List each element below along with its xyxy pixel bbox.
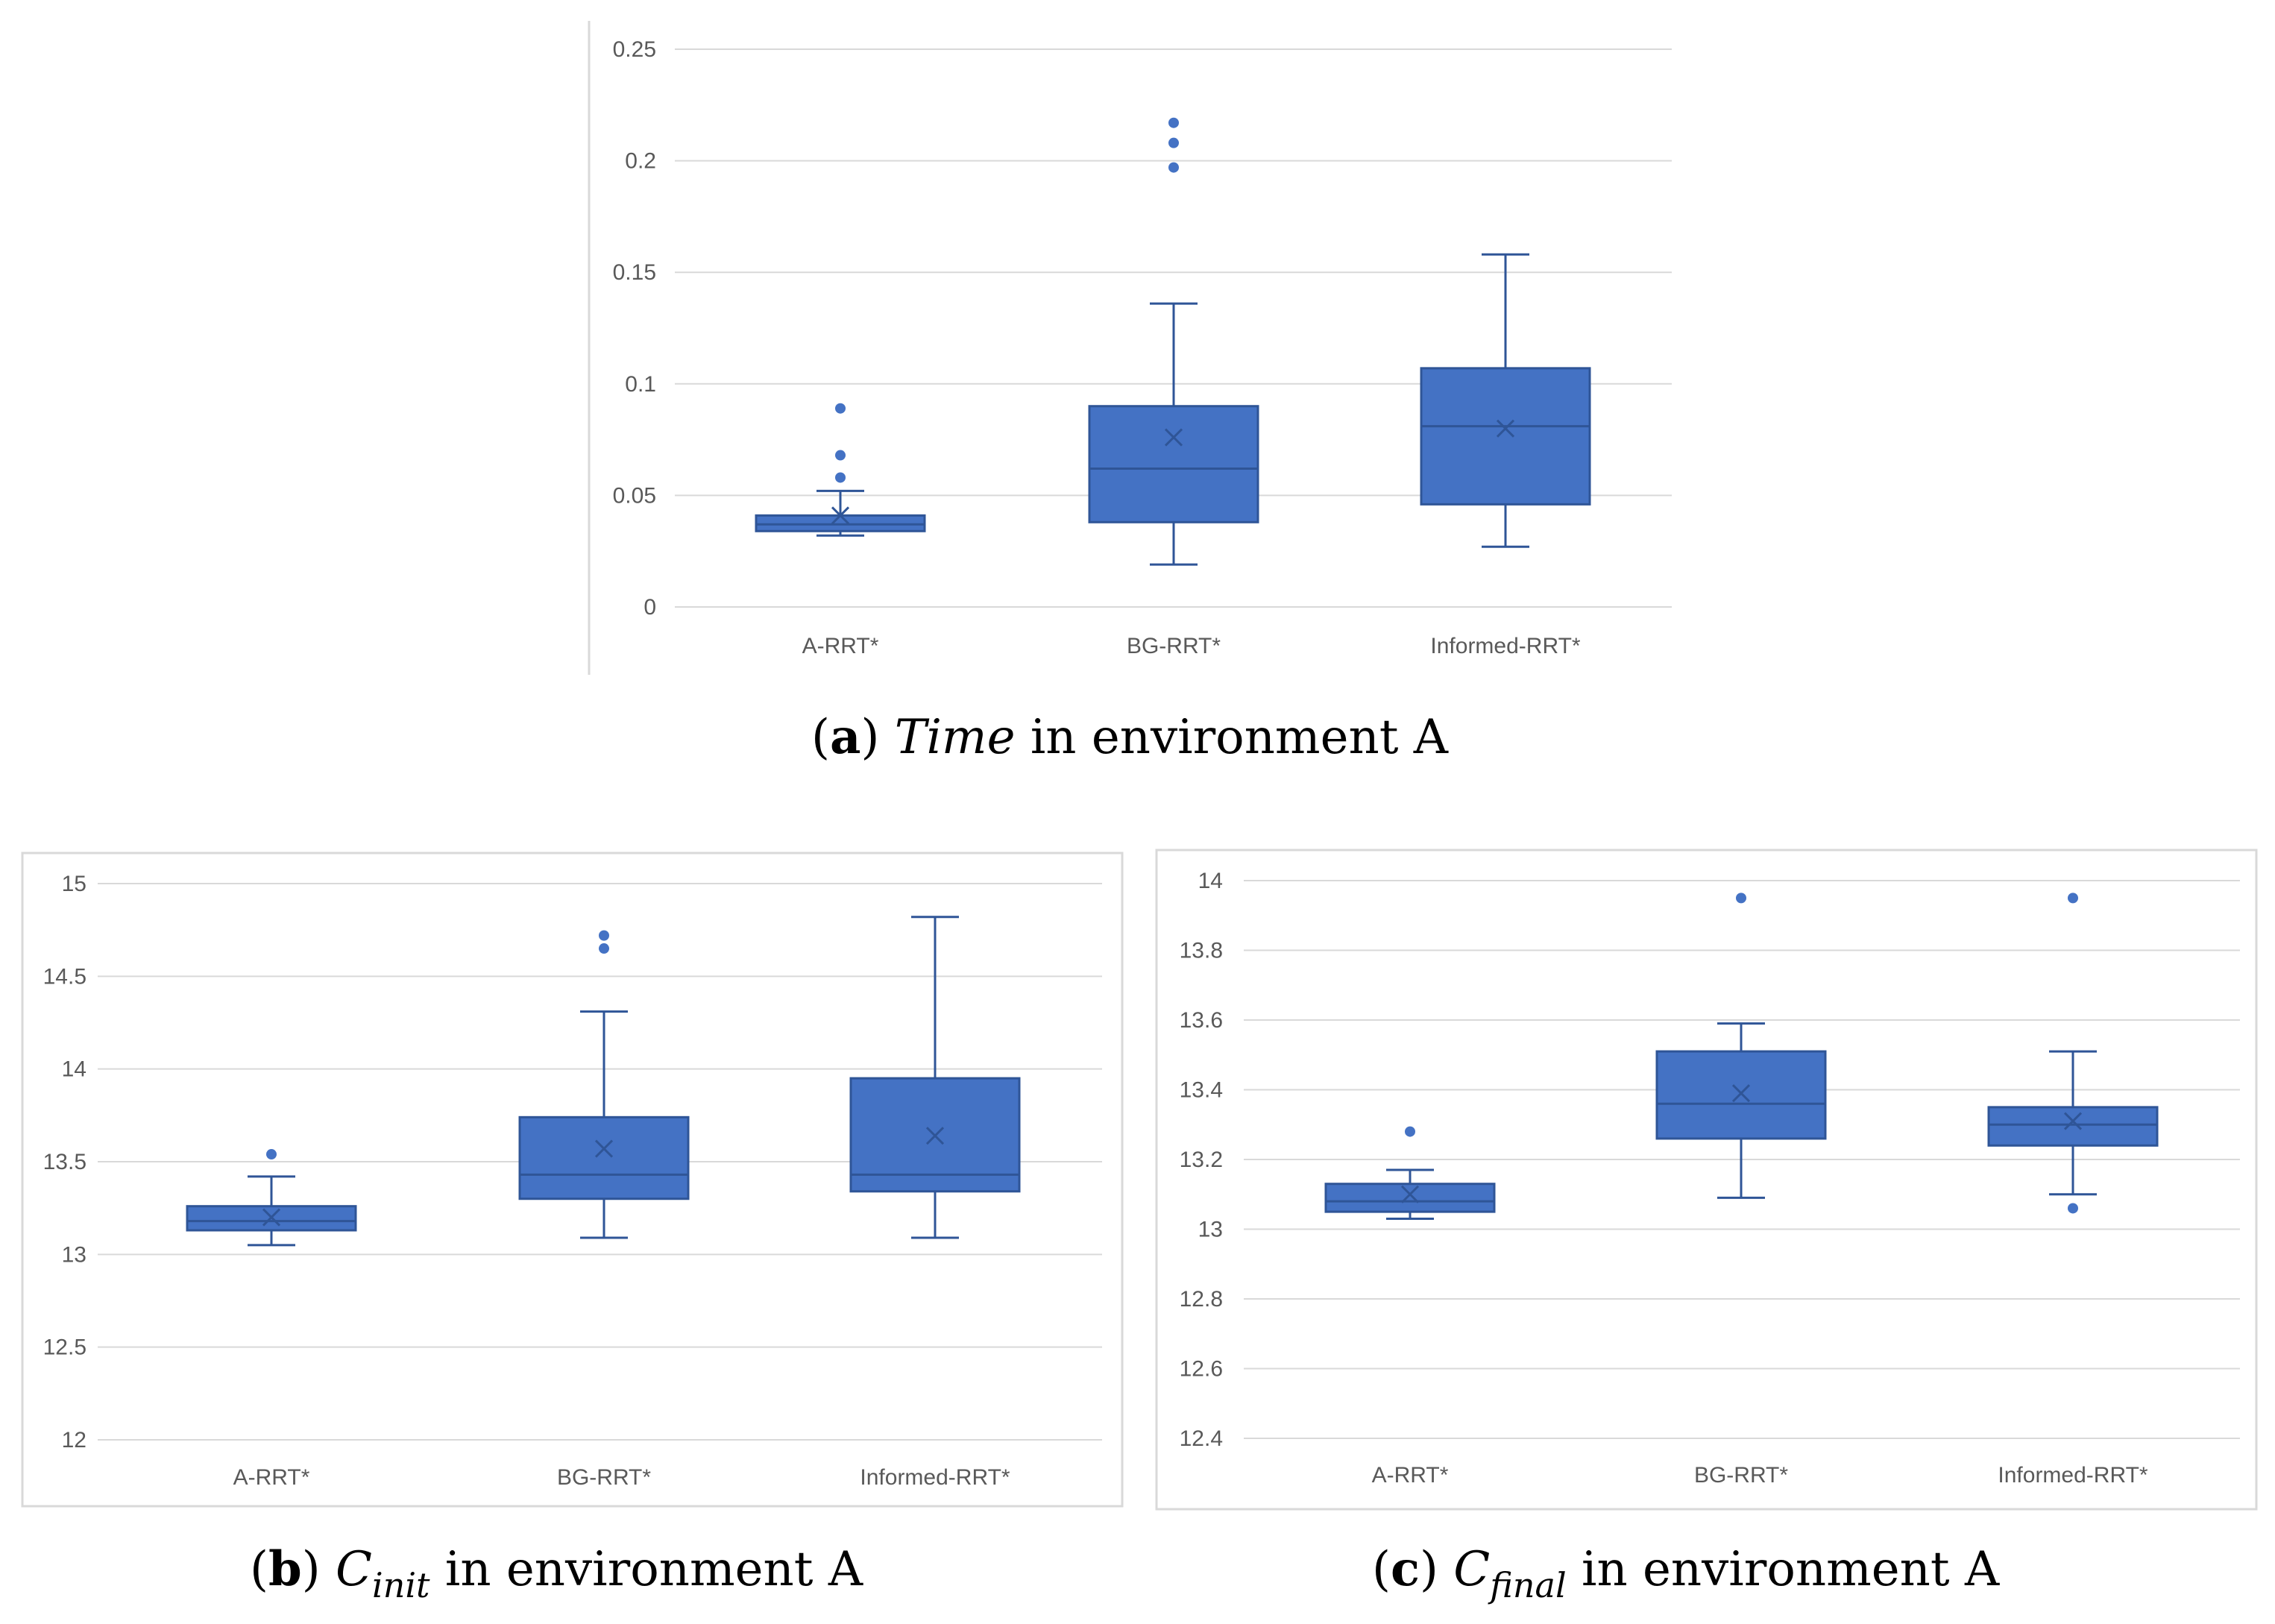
x-tick-label: BG-RRT* [1127,634,1221,658]
x-tick-label: A-RRT* [233,1465,310,1490]
box [1088,405,1259,523]
y-tick-label: 0.2 [625,149,656,174]
x-tick-label: BG-RRT* [1694,1463,1788,1488]
y-tick-label: 13.5 [43,1150,86,1174]
y-tick-label: 13.6 [1180,1008,1223,1033]
mean-marker [1164,428,1183,447]
caption-c-metric: C [1453,1542,1490,1597]
y-tick-label: 0.05 [613,483,656,508]
caption-c: (c) Cfinal in environment A [1372,1541,2000,1605]
outlier-point [1736,893,1746,904]
outlier-point [266,1149,277,1160]
caption-c-label: c [1391,1541,1420,1597]
x-tick-label: Informed-RRT* [1998,1463,2147,1488]
outlier-point [1168,162,1179,173]
outlier-point [835,403,846,414]
x-tick-label: Informed-RRT* [1430,634,1580,658]
x-tick-label: A-RRT* [802,634,879,658]
mean-marker [1400,1185,1420,1203]
outlier-point [835,450,846,461]
box [518,1115,690,1200]
outlier-point [835,472,846,483]
caption-a-text: in environment A [1015,710,1448,765]
outlier-point [1168,117,1179,128]
mean-marker [594,1139,614,1158]
y-tick-label: 0.1 [625,372,656,397]
outlier-point [2068,1203,2078,1214]
caption-b-metric: C [336,1542,372,1597]
box [1324,1183,1496,1213]
outlier-point [599,930,609,941]
caption-b-label: b [268,1541,302,1597]
y-tick-label: 13.2 [1180,1148,1223,1172]
y-tick-label: 12.8 [1180,1287,1223,1312]
chart-b: 12 12.5 13 13.5 14 14.5 15 A-RRT* BG-RRT* Informe… [43,872,1102,1490]
mean-marker [2063,1112,2083,1130]
caption-a-label: a [830,709,860,765]
chart-c: 12.4 12.6 12.8 13 13.2 13.4 13.6 13.8 14 A-RRT* BG… [1180,869,2240,1488]
box [1655,1050,1827,1140]
mean-marker [925,1127,945,1145]
x-tick-label: A-RRT* [1372,1463,1449,1488]
box [1987,1106,2159,1147]
caption-b: (b) Cinit in environment A [250,1541,863,1605]
caption-b-sub: init [372,1565,430,1605]
y-tick-label: 13 [1198,1218,1223,1242]
mean-marker [1731,1084,1751,1103]
mean-marker [831,506,850,525]
panel-c-frame [1155,849,2258,1511]
y-tick-label: 14 [1198,869,1223,893]
outlier-point [1168,137,1179,148]
x-tick-label: BG-RRT* [557,1465,651,1490]
caption-a: (a) Time in environment A [811,709,1449,765]
y-tick-label: 14.5 [43,964,86,989]
caption-b-text: in environment A [430,1542,863,1597]
y-tick-label: 13 [62,1242,86,1267]
outlier-point [2068,893,2078,904]
y-tick-label: 15 [62,872,86,896]
y-tick-label: 13.8 [1180,939,1223,963]
mean-marker [1496,419,1515,438]
outlier-point [599,943,609,954]
y-tick-label: 0.25 [613,37,656,62]
box [1420,367,1591,506]
y-tick-label: 14 [62,1057,86,1082]
y-tick-label: 12.4 [1180,1426,1223,1451]
panel-b-frame [21,852,1124,1508]
y-tick-label: 12 [62,1428,86,1453]
caption-a-metric: Time [895,710,1016,765]
y-tick-label: 0 [644,595,656,620]
y-tick-label: 12.6 [1180,1357,1223,1382]
x-tick-label: Informed-RRT* [860,1465,1010,1490]
outlier-point [1405,1126,1415,1137]
y-tick-label: 12.5 [43,1335,86,1360]
mean-marker [262,1208,281,1227]
y-tick-label: 0.15 [613,260,656,285]
y-tick-label: 13.4 [1180,1078,1223,1103]
caption-c-text: in environment A [1567,1542,2000,1597]
chart-a: 0 0.05 0.1 0.15 0.2 0.25 A-RRT* BG-RRT* Informed… [613,37,1672,658]
caption-c-sub: final [1488,1565,1566,1605]
